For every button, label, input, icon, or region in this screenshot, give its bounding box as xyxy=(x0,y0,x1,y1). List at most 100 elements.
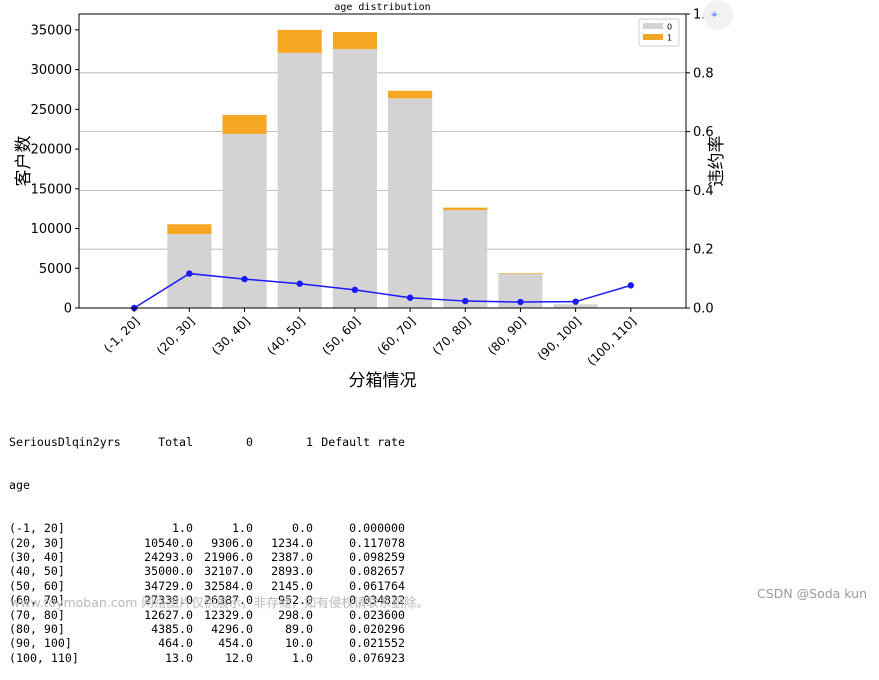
age-distribution-chart: 0 5000 10000 15000 20000 25000 30000 35000 0.0 0… xyxy=(0,0,879,400)
table-cell: 24293.0 xyxy=(131,550,193,564)
y-tick-label: 0 xyxy=(64,302,72,317)
y-tick-label: 35000 xyxy=(31,23,72,38)
table-cell: 0.082657 xyxy=(313,564,405,578)
watermark-right: CSDN @Soda kun xyxy=(757,586,867,601)
legend-swatch-0 xyxy=(643,23,663,29)
default-rate-point xyxy=(628,282,634,288)
x-tick-label: (70, 80] xyxy=(430,314,474,358)
bar-series-1-1 xyxy=(167,224,211,234)
table-cell: (90, 100] xyxy=(9,636,131,650)
table-cell: 0.098259 xyxy=(313,550,405,564)
y-tick-label: 15000 xyxy=(31,182,72,197)
table-header-cell: 0 xyxy=(193,435,253,449)
default-rate-point xyxy=(297,280,303,286)
table-index-name: age xyxy=(9,478,405,492)
bar-series-1-6 xyxy=(443,208,487,210)
y2-tick-label: 0.2 xyxy=(693,243,714,258)
watermark-left: www.toymoban.com 网络图片仅供展示，非存储，如有侵权请联系删除。 xyxy=(10,592,429,611)
table-cell: 0.021552 xyxy=(313,636,405,650)
table-header-cell: 1 xyxy=(253,435,313,449)
x-tick-label: (100, 110] xyxy=(585,314,639,368)
table-cell: (-1, 20] xyxy=(9,521,131,535)
default-rate-point xyxy=(572,298,578,304)
bars-group xyxy=(112,30,653,308)
x-tick-label: (-1, 20] xyxy=(101,314,142,355)
table-cell: 0.000000 xyxy=(313,521,405,535)
table-cell: 4385.0 xyxy=(131,622,193,636)
gridlines xyxy=(79,73,686,249)
table-cell: 454.0 xyxy=(193,636,253,650)
bar-series-0-3 xyxy=(278,53,322,308)
table-cell: 0.076923 xyxy=(313,651,405,665)
table-cell: 1234.0 xyxy=(253,536,313,550)
y-tick-label: 20000 xyxy=(31,143,72,158)
table-cell: 32107.0 xyxy=(193,564,253,578)
bar-series-0-5 xyxy=(388,98,432,308)
bar-series-0-4 xyxy=(333,49,377,308)
default-rate-point xyxy=(462,298,468,304)
table-cell: 13.0 xyxy=(131,651,193,665)
y2-tick-label: 0.0 xyxy=(693,302,714,317)
table-header-cell: SeriousDlqin2yrs xyxy=(9,435,131,449)
table-cell: 1.0 xyxy=(131,521,193,535)
y2-axis-label: 违约率 xyxy=(707,136,727,187)
table-cell: 0.117078 xyxy=(313,536,405,550)
legend: 01 xyxy=(639,19,679,46)
table-header-cell: Total xyxy=(131,435,193,449)
table-cell: 12.0 xyxy=(193,651,253,665)
y-axis-label: 客户数 xyxy=(14,136,34,187)
scan-button[interactable]: ⌖ xyxy=(703,0,733,30)
table-cell: 1.0 xyxy=(253,651,313,665)
x-axis-ticks: (-1, 20] (20, 30](30, 40](40, 50] (50, 60]… xyxy=(101,308,639,369)
x-tick-label: (30, 40] xyxy=(209,314,253,358)
table-cell: (30, 40] xyxy=(9,550,131,564)
table-cell: 2893.0 xyxy=(253,564,313,578)
table-index-label: age xyxy=(9,478,30,492)
scan-icon: ⌖ xyxy=(711,7,718,22)
y-tick-label: 5000 xyxy=(39,262,72,277)
table-cell: (40, 50] xyxy=(9,564,131,578)
bar-series-1-2 xyxy=(222,115,266,134)
table-cell: 4296.0 xyxy=(193,622,253,636)
table-cell: 2387.0 xyxy=(253,550,313,564)
table-cell: (80, 90] xyxy=(9,622,131,636)
bar-series-1-4 xyxy=(333,32,377,49)
y-tick-label: 10000 xyxy=(31,222,72,237)
y-tick-label: 30000 xyxy=(31,63,72,78)
x-tick-label: (40, 50] xyxy=(264,314,308,358)
legend-label-1: 1 xyxy=(667,34,672,43)
table-cell: 9306.0 xyxy=(193,536,253,550)
legend-swatch-1 xyxy=(643,34,663,40)
table-cell: 10540.0 xyxy=(131,536,193,550)
x-tick-label: (50, 60] xyxy=(320,314,364,358)
table-cell: 464.0 xyxy=(131,636,193,650)
bar-series-0-6 xyxy=(443,210,487,308)
bar-series-1-3 xyxy=(278,30,322,53)
table-cell: (100, 110] xyxy=(9,651,131,665)
table-cell: 1.0 xyxy=(193,521,253,535)
table-cell: 0.0 xyxy=(253,521,313,535)
bar-series-0-8 xyxy=(554,304,598,308)
bar-series-1-7 xyxy=(498,273,542,274)
table-cell: (20, 30] xyxy=(9,536,131,550)
default-rate-point xyxy=(186,270,192,276)
y-tick-label: 25000 xyxy=(31,103,72,118)
default-rate-point xyxy=(352,287,358,293)
x-tick-label: (90, 100] xyxy=(535,314,584,363)
x-tick-label: (60, 70] xyxy=(375,314,419,358)
default-rate-point xyxy=(241,276,247,282)
table-cell: 89.0 xyxy=(253,622,313,636)
default-rate-point xyxy=(517,299,523,305)
x-tick-label: (20, 30] xyxy=(154,314,198,358)
x-axis-label: 分箱情况 xyxy=(349,371,417,391)
